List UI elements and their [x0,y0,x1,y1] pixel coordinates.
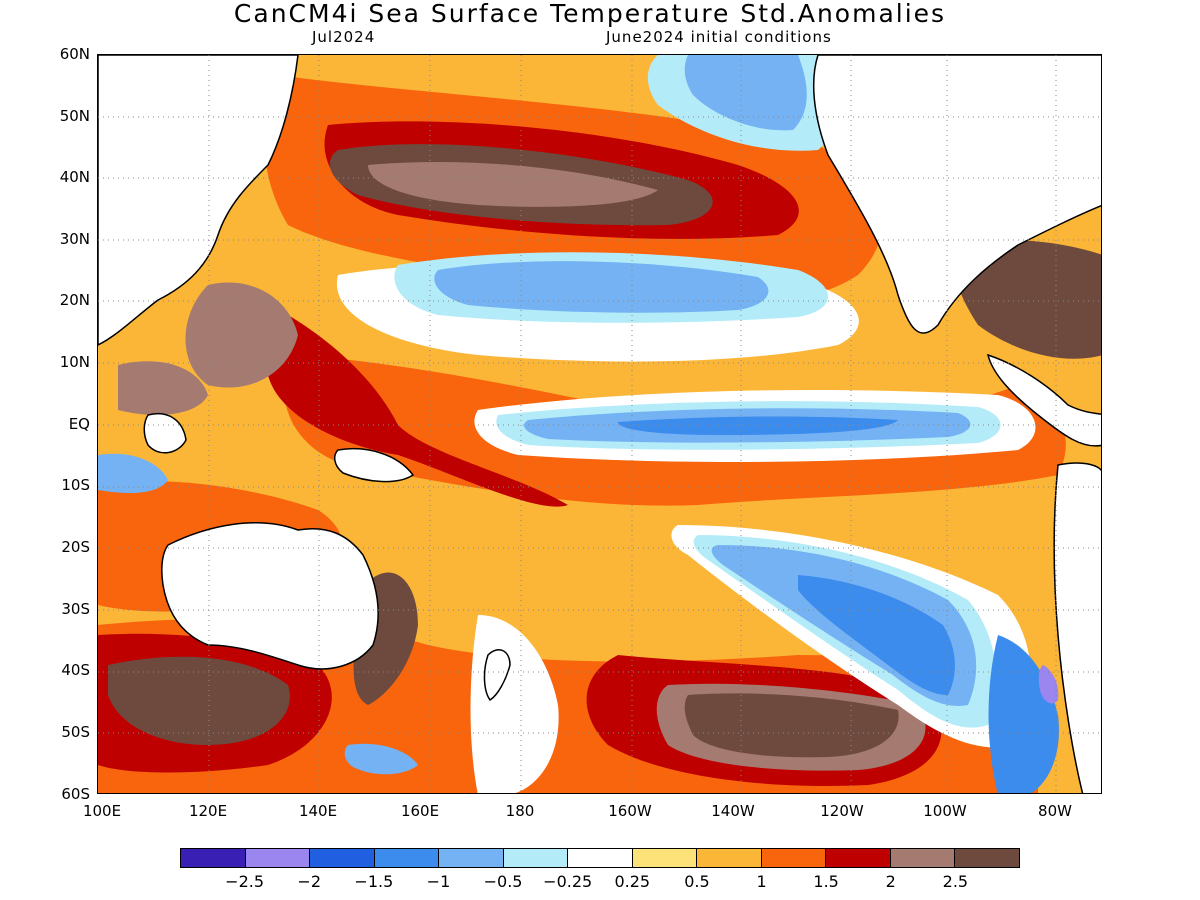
anomaly-blue-sw-small [344,743,418,775]
colorbar-tick-label: 2 [885,872,896,891]
lat-label-50n: 50N [59,107,90,125]
land-north-america [812,55,1101,334]
anomaly-brown-np-mid [368,162,658,207]
anomaly-brown-s-inner [684,693,899,758]
anomaly-blue-ne [684,55,807,131]
colorbar-swatch [890,849,956,867]
anomaly-purple-se [1038,665,1059,704]
colorbar-swatch [826,849,891,867]
colorbar-swatch [439,849,504,867]
lon-label-180: 180 [505,802,535,820]
anomaly-blue-south-core [798,575,955,695]
land-borneo [143,413,187,454]
colorbar-tick-label: −1.5 [354,872,394,891]
anomaly-brown-phil [185,282,298,388]
land-new-zealand [483,649,511,702]
anomaly-blue-nsubtrop [434,261,769,313]
initial-conditions: June2024 initial conditions [606,28,832,46]
land-png [333,448,415,483]
colorbar-tick-label: 0.25 [614,872,651,891]
colorbar-swatch [374,849,440,867]
sst-anomaly-map [97,54,1102,794]
land-masses [98,55,1101,793]
lat-label-10s: 10S [61,476,90,494]
colorbar-swatch [568,849,633,867]
anomaly-blue-eq-core [618,416,898,435]
colorbar-tick-label: −0.25 [543,872,593,891]
colorbar-tick-label: −2.5 [225,872,265,891]
lat-label-60s: 60S [61,785,90,803]
lon-label-100w: 100W [923,802,967,820]
lat-label-eq: EQ [68,415,90,433]
colorbar-swatch [503,849,569,867]
chart-title: CanCM4i Sea Surface Temperature Std.Anom… [233,0,947,28]
colorbar-swatch [761,849,827,867]
land-australia [161,522,379,670]
lon-label-160w: 160W [608,802,652,820]
land-central-america [986,353,1101,447]
lon-label-140e: 140E [298,802,338,820]
colorbar [180,848,1020,868]
lon-label-80w: 80W [1038,802,1072,820]
lon-label-160e: 160E [400,802,440,820]
colorbar-tick-label: 1.5 [813,872,839,891]
land-south-america [1053,462,1101,793]
colorbar-swatch [310,849,375,867]
colorbar-swatch [632,849,698,867]
lon-label-120e: 120E [188,802,228,820]
colorbar-tick-label: 1 [756,872,767,891]
colorbar-tick-label: −1 [426,872,451,891]
lon-label-100e: 100E [82,802,122,820]
anomaly-red-warm-pool [266,315,568,507]
anomaly-brown-sw [108,656,290,745]
colorbar-swatch [245,849,311,867]
lat-label-10n: 10N [59,353,90,371]
anomaly-blue-wcoast [98,453,168,493]
lat-label-30n: 30N [59,230,90,248]
colorbar-tick-label: 0.5 [684,872,710,891]
lon-label-140w: 140W [711,802,755,820]
map-canvas [98,55,1101,793]
lat-label-30s: 30S [61,600,90,618]
lat-label-50s: 50S [61,723,90,741]
grid-lines [98,55,1101,793]
colorbar-tick-label: 2.5 [942,872,969,891]
anomaly-brown-gulf [954,239,1101,359]
colorbar-tick-label: −2 [297,872,322,891]
colorbar-swatch [697,849,762,867]
anomaly-brown-sc [118,361,208,415]
lat-label-40s: 40S [61,661,90,679]
lat-label-40n: 40N [59,168,90,186]
colorbar-swatch [955,849,1019,867]
colorbar-swatch [181,849,246,867]
lon-label-120w: 120W [820,802,864,820]
colorbar-tick-label: −0.5 [483,872,523,891]
lat-label-20n: 20N [59,291,90,309]
forecast-month: Jul2024 [312,28,376,46]
lat-label-60n: 60N [59,45,90,63]
lat-label-20s: 20S [61,538,90,556]
land-asia [98,55,299,346]
